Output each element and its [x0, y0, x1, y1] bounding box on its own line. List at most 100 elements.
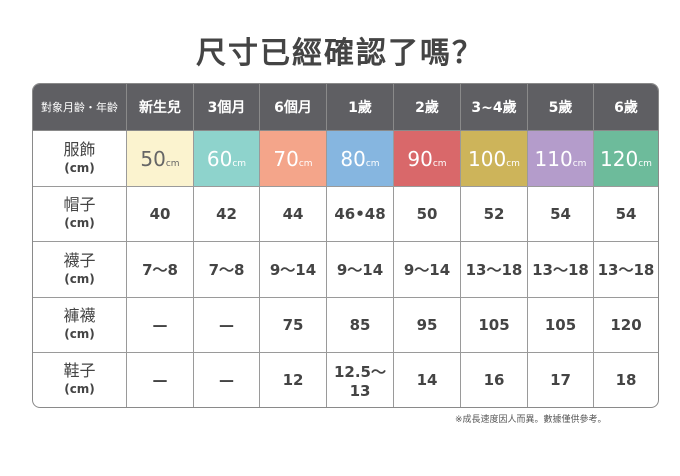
cell: 13～18 [594, 242, 658, 298]
row-label: 鞋子 (cm) [33, 353, 127, 407]
size-value: 100 [468, 146, 507, 171]
cell-value: 13～18 [597, 261, 655, 279]
row: 帽子 (cm) 40 42 44 46•48 50 52 54 54 [33, 187, 658, 242]
cell: 13～18 [528, 242, 594, 298]
size-value: 110 [534, 146, 573, 171]
row: 褲襪 (cm) — — 75 85 95 105 105 120 [33, 298, 658, 353]
cell-value: 40 [149, 205, 171, 223]
cell-value: 52 [483, 205, 505, 223]
cell: 12.5～13 [327, 353, 394, 407]
cell: 75 [260, 298, 327, 353]
cell: 52 [461, 187, 528, 242]
label-unit: (cm) [64, 327, 95, 341]
cell-value: 7～8 [142, 261, 178, 279]
cell: 105 [528, 298, 594, 353]
cell: 80cm [327, 131, 394, 187]
cell: 16 [461, 353, 528, 407]
size-value: 70 [273, 146, 299, 171]
footnote: ※成長速度因人而異。數據僅供參考。 [455, 415, 607, 425]
cell: 50 [394, 187, 461, 242]
label-unit: (cm) [64, 216, 95, 230]
cell-value: 9～14 [269, 261, 317, 279]
cell: 12 [260, 353, 327, 407]
cell: 9～14 [260, 242, 327, 298]
header-cell: 6歲 [594, 84, 658, 131]
cell: 110cm [528, 131, 594, 187]
row: 襪子 (cm) 7～8 7～8 9～14 9～14 9～14 13～18 13～18 13～18 [33, 242, 658, 298]
size-value: 60 [206, 146, 233, 171]
cell-value: 54 [615, 205, 637, 223]
cell: 18 [594, 353, 658, 407]
size-unit: cm [572, 158, 587, 169]
cell: 14 [394, 353, 461, 407]
cell: 100cm [461, 131, 528, 187]
cell-value: 18 [615, 371, 637, 389]
cell: 42 [194, 187, 260, 242]
header-cell: 3個月 [194, 84, 260, 131]
cell: 17 [528, 353, 594, 407]
row: 鞋子 (cm) — — 12 12.5～13 14 16 17 18 [33, 353, 658, 407]
cell-value: 17 [550, 371, 571, 389]
cell: 7～8 [194, 242, 260, 298]
header-cell: 新生兒 [127, 84, 194, 131]
header-cell: 5歲 [528, 84, 594, 131]
cell-value: 13～18 [532, 261, 589, 279]
header-cell: 3~4歲 [461, 84, 528, 131]
size-value: 80 [340, 146, 366, 171]
row: 服飾 (cm) 50cm 60cm 70cm 80cm 90cm 100cm 110cm 120c… [33, 131, 658, 187]
cell: 120 [594, 298, 658, 353]
label-text: 服飾 [63, 139, 96, 159]
cell-value: 95 [416, 316, 438, 334]
cell-value: — [152, 316, 168, 334]
cell-value: 9～14 [403, 261, 451, 279]
cell: 60cm [194, 131, 260, 187]
cell-value: 46•48 [334, 205, 386, 223]
cell: 90cm [394, 131, 461, 187]
header-row: 對象月齡・年齡 新生兒 3個月 6個月 1歲 2歲 3~4歲 5歲 6歲 [33, 84, 658, 131]
cell-value: 54 [550, 205, 571, 223]
title: 尺寸已經確認了嗎？ [196, 36, 484, 71]
cell-value: 85 [349, 316, 371, 334]
cell-value: 12 [282, 371, 304, 389]
cell: 7～8 [127, 242, 194, 298]
size-table: 對象月齡・年齡 新生兒 3個月 6個月 1歲 2歲 3~4歲 5歲 6歲 服飾 (cm) 50cm 60… [32, 83, 659, 408]
cell-value: 105 [478, 316, 510, 334]
cell: 44 [260, 187, 327, 242]
cell: 46•48 [327, 187, 394, 242]
cell: — [127, 298, 194, 353]
header-cell: 2歲 [394, 84, 461, 131]
size-unit: cm [165, 158, 180, 169]
label-unit: (cm) [64, 382, 95, 396]
cell: 9～14 [327, 242, 394, 298]
cell-value: 13～18 [465, 261, 523, 279]
label-unit: (cm) [64, 160, 95, 175]
size-unit: cm [232, 158, 247, 169]
cell-value: — [152, 371, 168, 389]
cell: 95 [394, 298, 461, 353]
cell-value: 105 [544, 316, 577, 334]
cell-value: 75 [282, 316, 304, 334]
size-unit: cm [506, 158, 520, 169]
cell: 13～18 [461, 242, 528, 298]
cell-value: 9～14 [336, 261, 384, 279]
cell-value: — [219, 316, 234, 334]
size-unit: cm [365, 158, 380, 169]
cell: 85 [327, 298, 394, 353]
cell: 105 [461, 298, 528, 353]
label-text: 褲襪 [63, 306, 96, 325]
cell-value: — [219, 371, 234, 389]
cell: — [194, 298, 260, 353]
header-cell: 1歲 [327, 84, 394, 131]
size-value: 50 [140, 146, 166, 171]
size-unit: cm [298, 158, 313, 169]
size-unit: cm [432, 158, 447, 169]
header-cell: 對象月齡・年齡 [33, 84, 127, 131]
cell-value: 7～8 [208, 261, 245, 279]
cell-value: 12.5～13 [333, 362, 386, 400]
cell: 120cm [594, 131, 658, 187]
cell-value: 50 [416, 205, 438, 223]
cell-value: 44 [282, 205, 304, 223]
cell-value: 14 [416, 371, 438, 389]
label-text: 襪子 [63, 250, 96, 270]
row-label: 褲襪 (cm) [33, 298, 127, 353]
